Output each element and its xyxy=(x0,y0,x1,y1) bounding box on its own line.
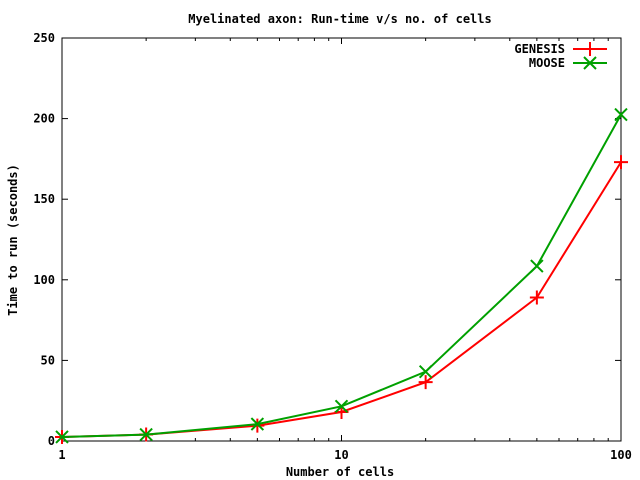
legend-label-moose: MOOSE xyxy=(529,56,565,70)
y-axis-label: Time to run (seconds) xyxy=(6,164,20,316)
legend-marker-moose xyxy=(583,56,597,70)
x-tick-label: 10 xyxy=(334,448,348,462)
genesis-series xyxy=(55,155,628,444)
y-tick-label: 100 xyxy=(33,273,55,287)
legend-label-genesis: GENESIS xyxy=(514,42,565,56)
axis-ticks: 0 50 100 150 200 250 1 10 100 xyxy=(33,31,632,462)
moose-point xyxy=(55,430,69,444)
chart-title: Myelinated axon: Run-time v/s no. of cel… xyxy=(188,12,491,26)
series-group xyxy=(55,107,628,444)
x-tick-label: 100 xyxy=(610,448,632,462)
y-tick-label: 50 xyxy=(41,353,55,367)
legend-marker-genesis xyxy=(583,42,597,56)
moose-point xyxy=(614,107,628,122)
y-tick-label: 250 xyxy=(33,31,55,45)
genesis-point xyxy=(250,418,265,433)
moose-line xyxy=(61,114,622,438)
y-tick-label: 150 xyxy=(33,192,55,206)
moose-point xyxy=(139,427,153,442)
y-tick-label: 200 xyxy=(33,112,55,126)
moose-point xyxy=(530,259,544,273)
genesis-point xyxy=(418,375,433,390)
plot-area-border xyxy=(61,37,622,442)
moose-point xyxy=(250,417,265,431)
x-axis-label: Number of cells xyxy=(286,465,394,479)
y-tick-label: 0 xyxy=(48,434,55,448)
x-tick-label: 1 xyxy=(58,448,65,462)
moose-series xyxy=(55,107,628,444)
moose-point xyxy=(334,399,349,414)
genesis-point xyxy=(529,290,544,305)
moose-point xyxy=(418,364,433,379)
genesis-point xyxy=(614,155,628,170)
